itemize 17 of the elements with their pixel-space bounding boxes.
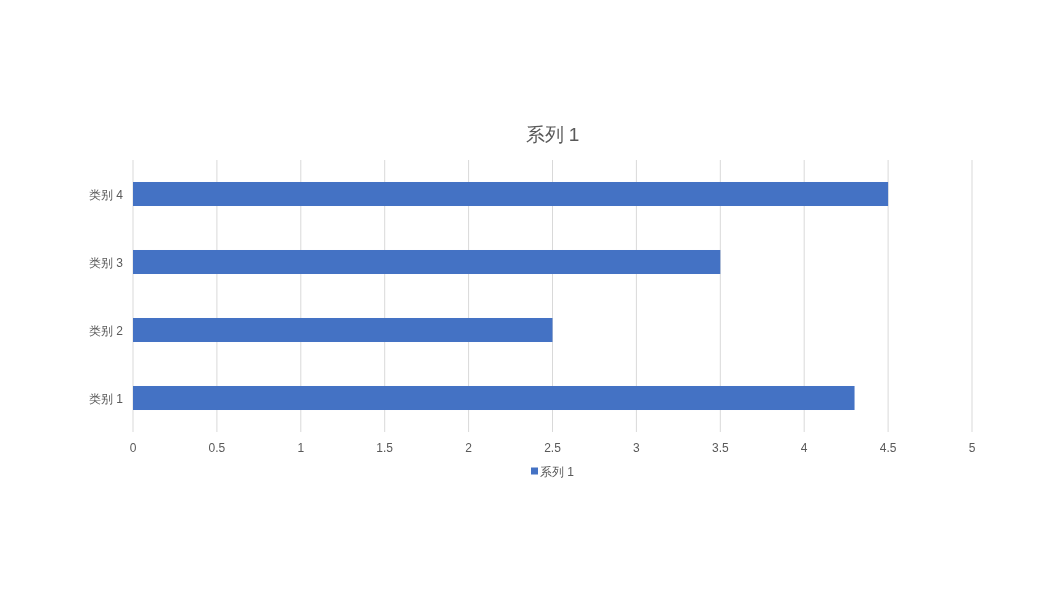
- y-category: 类别 4: [89, 187, 123, 202]
- y-category: 类别 3: [89, 255, 123, 270]
- x-tick: 3: [633, 441, 640, 455]
- x-tick: 5: [968, 441, 976, 455]
- y-category: 类别 1: [89, 391, 123, 406]
- x-tick: 1.5: [376, 441, 394, 455]
- legend-label: 系列 1: [540, 464, 574, 479]
- x-tick: 4.5: [879, 441, 897, 455]
- x-tick: 2: [465, 441, 472, 455]
- x-tick: 2.5: [544, 441, 561, 455]
- x-tick: 4: [800, 441, 808, 455]
- y-category: 类别 2: [89, 323, 123, 338]
- x-tick: 0: [129, 441, 137, 455]
- x-tick: 0.5: [208, 441, 226, 455]
- x-tick: 3.5: [711, 441, 729, 455]
- title: 系列 1: [525, 124, 580, 145]
- x-tick: 1: [297, 441, 305, 455]
